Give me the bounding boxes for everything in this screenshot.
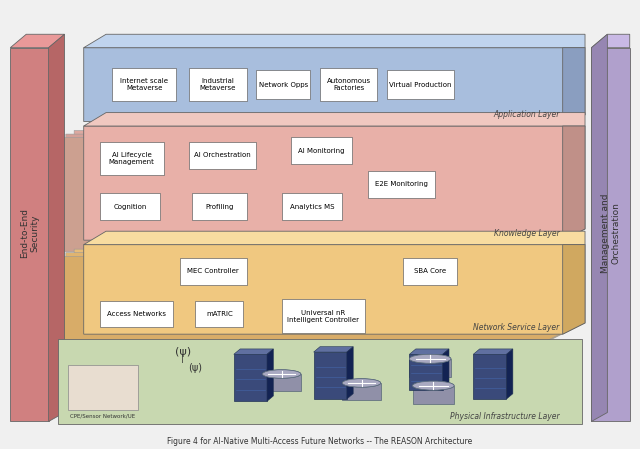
Text: Universal nR
Intelligent Controller: Universal nR Intelligent Controller xyxy=(287,309,359,322)
FancyBboxPatch shape xyxy=(282,299,365,333)
FancyBboxPatch shape xyxy=(189,142,256,168)
Polygon shape xyxy=(347,347,353,399)
Polygon shape xyxy=(84,245,585,334)
Polygon shape xyxy=(84,48,585,122)
Ellipse shape xyxy=(342,379,381,387)
Text: Analytics MS: Analytics MS xyxy=(290,203,334,210)
Polygon shape xyxy=(84,34,585,48)
FancyBboxPatch shape xyxy=(100,193,161,220)
Text: Knowledge Layer: Knowledge Layer xyxy=(493,229,559,238)
FancyBboxPatch shape xyxy=(410,359,451,377)
Text: Autonomous
Factories: Autonomous Factories xyxy=(326,78,371,91)
FancyBboxPatch shape xyxy=(195,300,243,327)
Polygon shape xyxy=(84,126,585,240)
Text: Network Opps: Network Opps xyxy=(259,82,308,88)
FancyBboxPatch shape xyxy=(100,300,173,327)
Polygon shape xyxy=(473,349,513,354)
Text: End-to-End
Security: End-to-End Security xyxy=(20,208,39,259)
Polygon shape xyxy=(10,34,65,48)
Text: SBA Core: SBA Core xyxy=(414,269,446,274)
Polygon shape xyxy=(563,126,585,240)
Polygon shape xyxy=(591,34,607,422)
Polygon shape xyxy=(10,48,49,422)
Polygon shape xyxy=(74,249,575,339)
Text: CPE/Sensor Network/UE: CPE/Sensor Network/UE xyxy=(70,414,136,418)
Polygon shape xyxy=(74,131,575,245)
FancyBboxPatch shape xyxy=(262,374,301,391)
Text: Physical Infrastructure Layer: Physical Infrastructure Layer xyxy=(450,412,559,421)
Polygon shape xyxy=(84,113,585,126)
Text: Industrial
Metaverse: Industrial Metaverse xyxy=(200,78,236,91)
Ellipse shape xyxy=(262,370,301,378)
FancyBboxPatch shape xyxy=(234,354,267,401)
FancyBboxPatch shape xyxy=(189,68,246,101)
Ellipse shape xyxy=(410,354,451,363)
Ellipse shape xyxy=(413,381,454,390)
Text: AI Orchestration: AI Orchestration xyxy=(194,152,251,158)
Polygon shape xyxy=(506,349,513,399)
FancyBboxPatch shape xyxy=(68,365,138,410)
Polygon shape xyxy=(66,253,567,342)
FancyBboxPatch shape xyxy=(192,193,246,220)
Polygon shape xyxy=(591,48,630,422)
Polygon shape xyxy=(314,347,353,352)
Ellipse shape xyxy=(262,370,301,378)
Polygon shape xyxy=(591,34,630,48)
Text: (ψ): (ψ) xyxy=(175,347,191,357)
Text: AI Monitoring: AI Monitoring xyxy=(298,148,345,154)
Text: Internet scale
Metaverse: Internet scale Metaverse xyxy=(120,78,168,91)
FancyBboxPatch shape xyxy=(282,193,342,220)
FancyBboxPatch shape xyxy=(473,354,506,399)
FancyBboxPatch shape xyxy=(387,70,454,99)
FancyBboxPatch shape xyxy=(320,68,378,101)
Text: (ψ): (ψ) xyxy=(188,363,202,373)
FancyBboxPatch shape xyxy=(291,137,352,164)
Polygon shape xyxy=(563,48,585,122)
Text: Cognition: Cognition xyxy=(113,203,147,210)
Text: Access Networks: Access Networks xyxy=(107,311,166,317)
Polygon shape xyxy=(58,256,559,346)
Polygon shape xyxy=(66,134,567,248)
Polygon shape xyxy=(49,34,65,422)
Text: |: | xyxy=(181,354,184,363)
Text: Management and
Orchestration: Management and Orchestration xyxy=(601,194,620,273)
FancyBboxPatch shape xyxy=(403,258,458,285)
FancyBboxPatch shape xyxy=(179,258,246,285)
Text: Figure 4 for AI-Native Multi-Access Future Networks -- The REASON Architecture: Figure 4 for AI-Native Multi-Access Futu… xyxy=(168,437,472,446)
Polygon shape xyxy=(563,245,585,334)
Ellipse shape xyxy=(342,379,381,387)
Polygon shape xyxy=(84,231,585,245)
Polygon shape xyxy=(58,138,559,252)
FancyBboxPatch shape xyxy=(113,68,176,101)
FancyBboxPatch shape xyxy=(314,352,347,399)
Polygon shape xyxy=(410,349,449,354)
Text: MEC Controller: MEC Controller xyxy=(187,269,239,274)
Polygon shape xyxy=(234,349,273,354)
FancyBboxPatch shape xyxy=(410,354,443,390)
Text: mATRIC: mATRIC xyxy=(206,311,233,317)
Polygon shape xyxy=(58,339,582,424)
Ellipse shape xyxy=(413,381,454,390)
Polygon shape xyxy=(267,349,273,401)
FancyBboxPatch shape xyxy=(368,171,435,198)
Text: AI Lifecycle
Management: AI Lifecycle Management xyxy=(109,152,154,165)
Ellipse shape xyxy=(410,354,451,363)
Polygon shape xyxy=(443,349,449,390)
FancyBboxPatch shape xyxy=(413,386,454,404)
Text: Virtual Production: Virtual Production xyxy=(389,82,452,88)
FancyBboxPatch shape xyxy=(100,142,164,175)
FancyBboxPatch shape xyxy=(342,383,381,400)
Text: Profiling: Profiling xyxy=(205,203,234,210)
Text: E2E Monitoring: E2E Monitoring xyxy=(375,181,428,187)
Text: Application Layer: Application Layer xyxy=(493,110,559,119)
Text: Network Service Layer: Network Service Layer xyxy=(473,323,559,332)
FancyBboxPatch shape xyxy=(256,70,310,99)
